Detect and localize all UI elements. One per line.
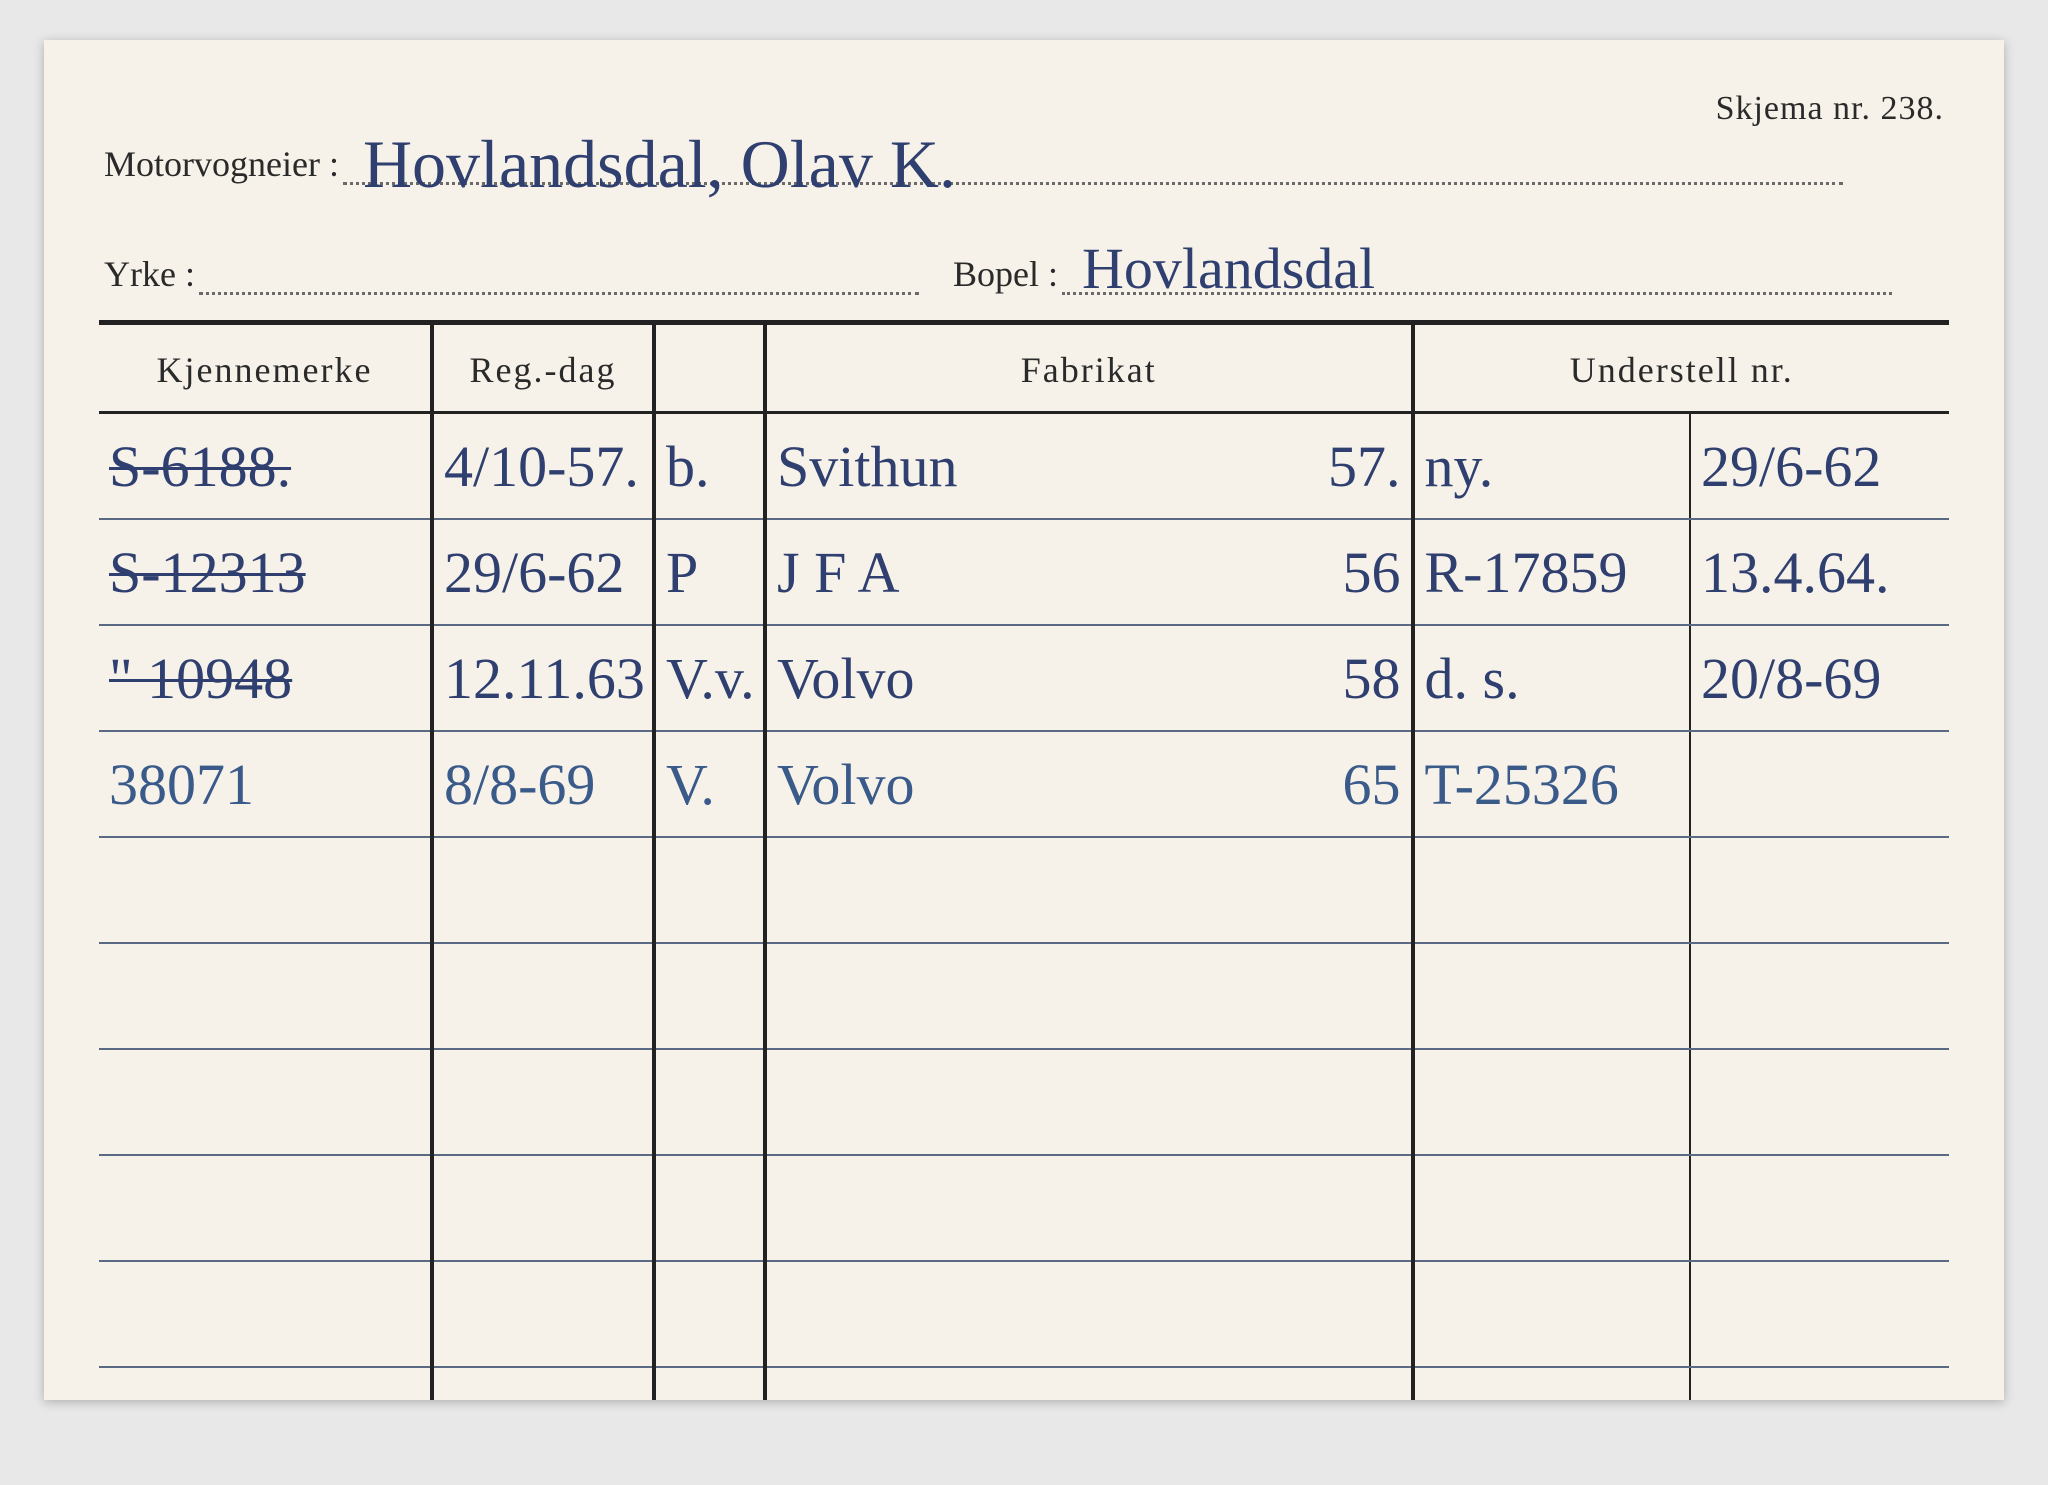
cell-note [1690,731,1949,837]
cell-understell: R-17859 [1413,519,1691,625]
table-row-empty [99,1367,1949,1400]
table-row-empty [99,943,1949,1049]
col-fabrikat: Fabrikat [765,325,1413,413]
col-understell: Understell nr. [1413,325,1950,413]
cell-reg-dag: 4/10-57. [432,413,654,520]
owner-value: Hovlandsdal, Olav K. [343,126,956,202]
col-kjennemerke: Kjennemerke [99,325,432,413]
profession-label: Yrke : [104,253,195,295]
cell-fabrikat: Svithun [765,413,1283,520]
cell-year: 58 [1283,625,1413,731]
cell-year: 56 [1283,519,1413,625]
cell-reg-dag: 8/8-69 [432,731,654,837]
cell-reg-dag: 12.11.63 [432,625,654,731]
cell-code: P [654,519,765,625]
cell-note: 20/8-69 [1690,625,1949,731]
skjema-nr: 238. [1881,90,1945,127]
registration-table-wrap: Kjennemerke Reg.-dag Fabrikat Understell… [99,320,1949,1360]
table-row-empty [99,837,1949,943]
table-row-empty [99,1261,1949,1367]
cell-year: 65 [1283,731,1413,837]
col-blank [654,325,765,413]
table-row: " 1094812.11.63V.v.Volvo58d. s.20/8-69 [99,625,1949,731]
skjema-label: Skjema nr. [1716,90,1871,127]
residence-label: Bopel : [953,253,1058,295]
cell-understell: T-25326 [1413,731,1691,837]
table-row-empty [99,1155,1949,1261]
cell-note: 29/6-62 [1690,413,1949,520]
cell-kjennemerke: S-12313 [99,519,432,625]
owner-label: Motorvogneier : [104,143,339,185]
cell-understell: d. s. [1413,625,1691,731]
cell-code: b. [654,413,765,520]
cell-year: 57. [1283,413,1413,520]
profession-value [199,236,219,301]
table-row: 380718/8-69V.Volvo65T-25326 [99,731,1949,837]
col-reg-dag: Reg.-dag [432,325,654,413]
cell-reg-dag: 29/6-62 [432,519,654,625]
profession-row: Yrke : Bopel : Hovlandsdal [104,240,1944,295]
index-card: Skjema nr. 238. Motorvogneier : Hovlands… [44,40,2004,1400]
cell-kjennemerke: " 10948 [99,625,432,731]
cell-fabrikat: J F A [765,519,1283,625]
form-number: Skjema nr. 238. [1716,90,1944,128]
owner-row: Motorvogneier : Hovlandsdal, Olav K. [104,130,1944,185]
cell-understell: ny. [1413,413,1691,520]
cell-kjennemerke: 38071 [99,731,432,837]
cell-note: 13.4.64. [1690,519,1949,625]
cell-kjennemerke: S-6188. [99,413,432,520]
cell-code: V. [654,731,765,837]
table-header-row: Kjennemerke Reg.-dag Fabrikat Understell… [99,325,1949,413]
residence-value: Hovlandsdal [1062,236,1375,301]
table-row: S-1231329/6-62PJ F A56R-1785913.4.64. [99,519,1949,625]
table-row-empty [99,1049,1949,1155]
cell-fabrikat: Volvo [765,625,1283,731]
cell-code: V.v. [654,625,765,731]
table-row: S-6188.4/10-57.b.Svithun57.ny.29/6-62 [99,413,1949,520]
registration-table: Kjennemerke Reg.-dag Fabrikat Understell… [99,325,1949,1400]
cell-fabrikat: Volvo [765,731,1283,837]
